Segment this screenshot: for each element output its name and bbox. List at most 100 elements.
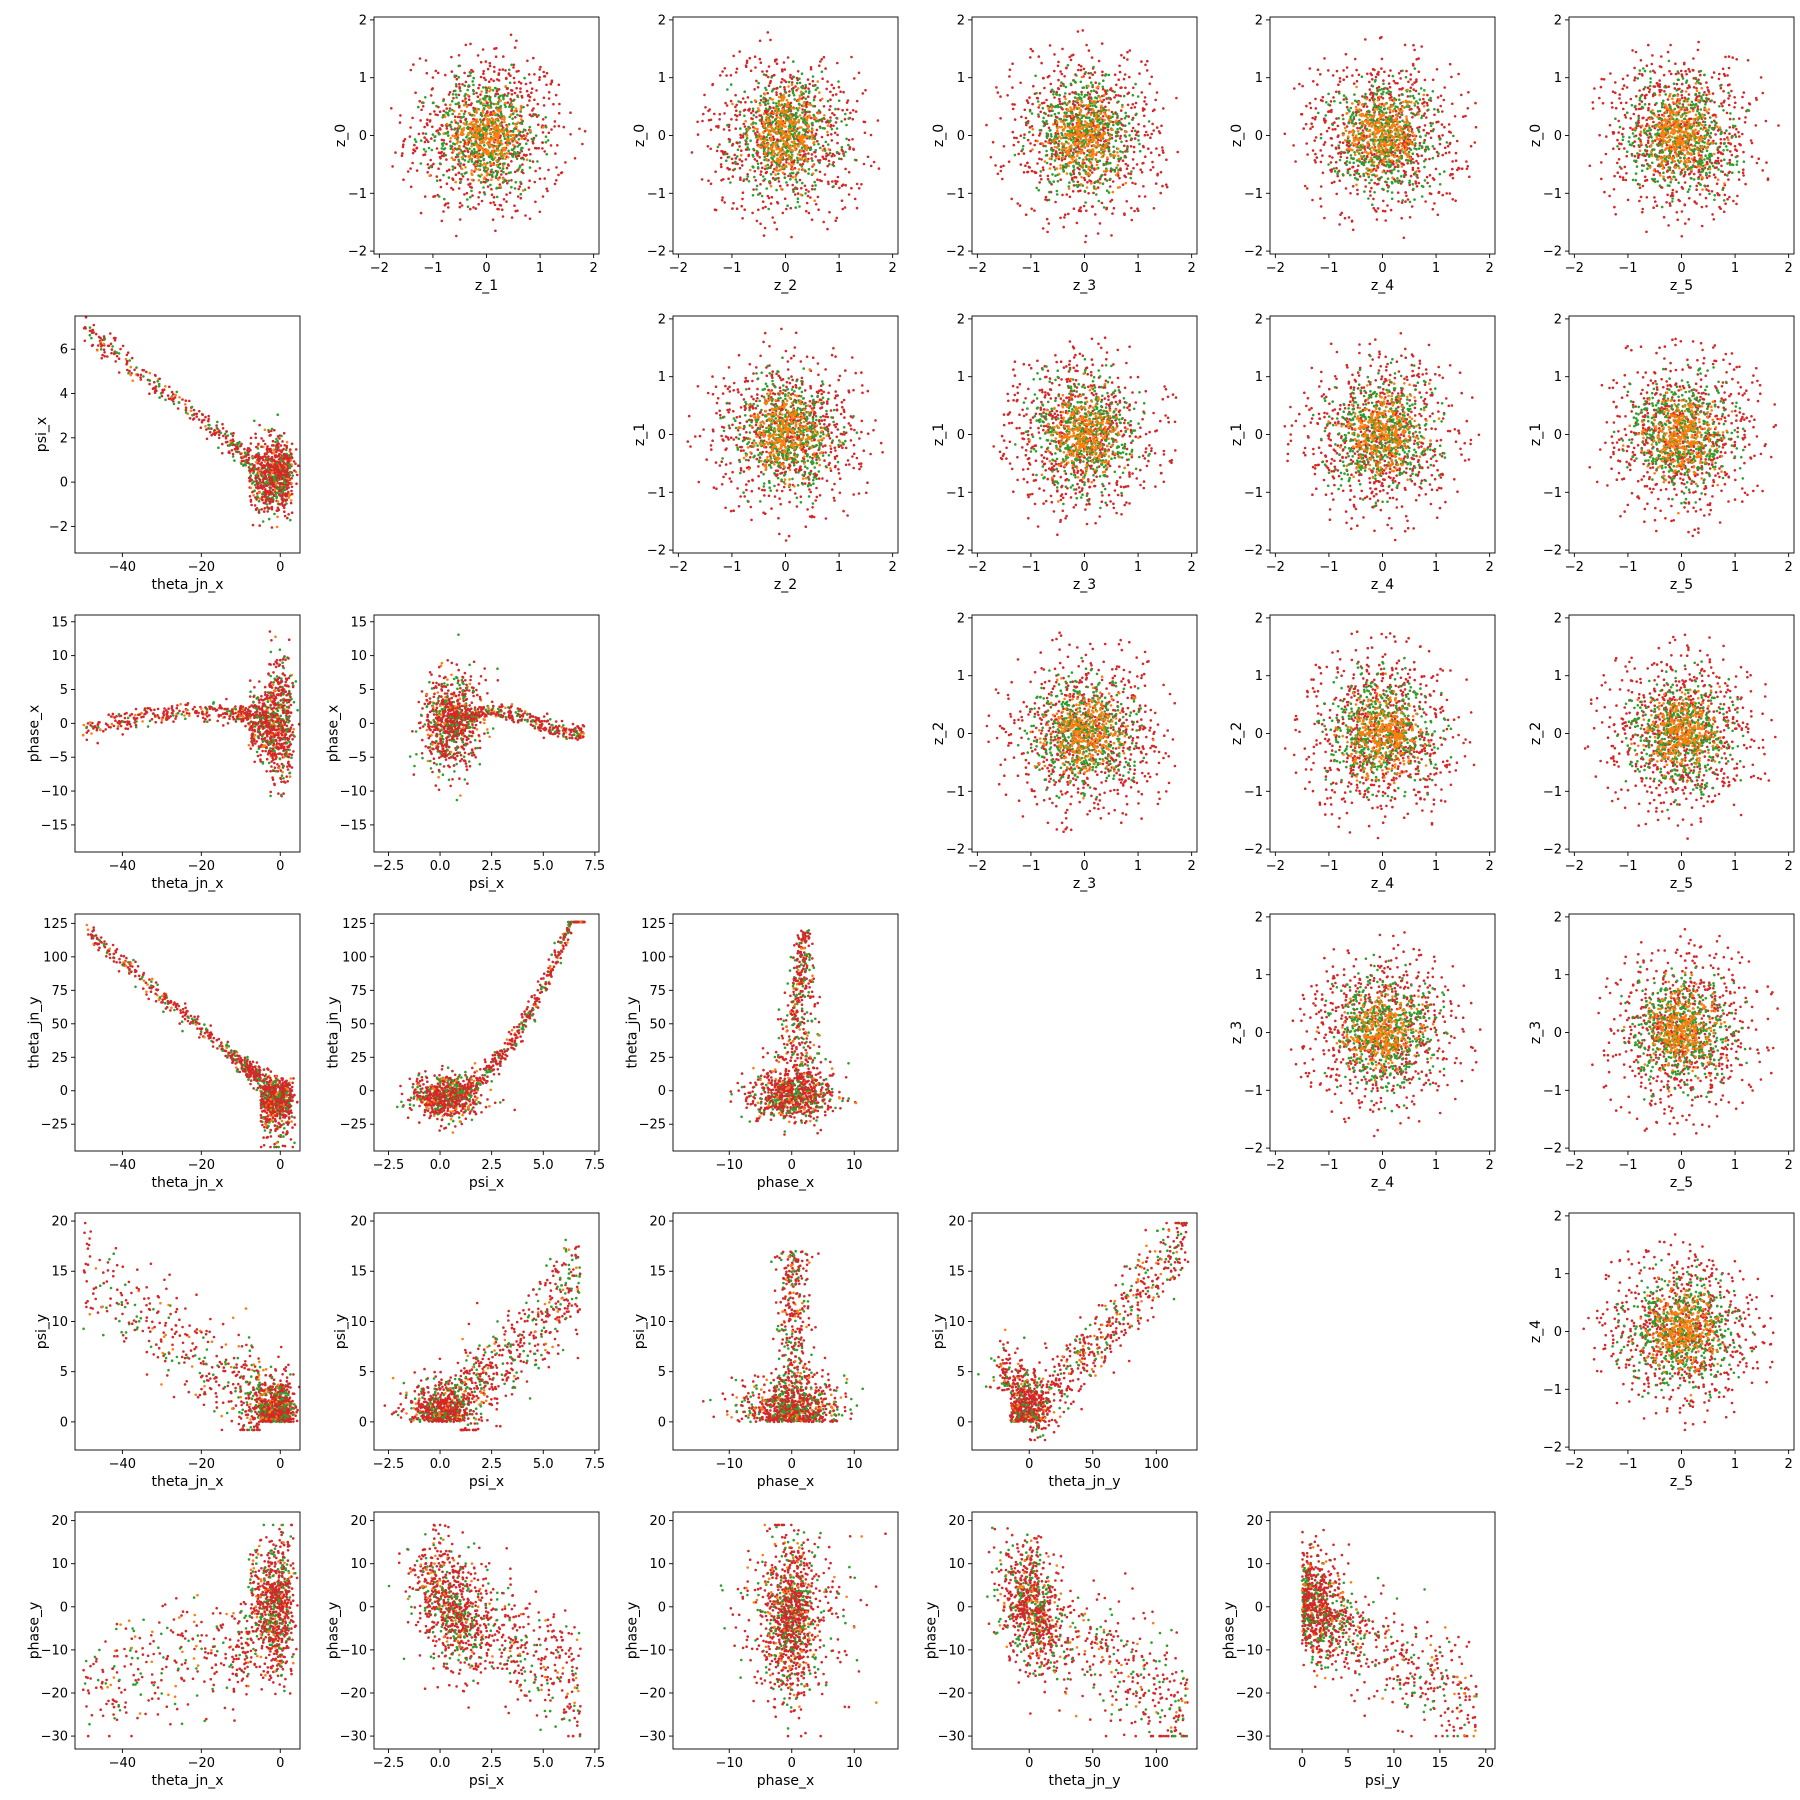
scatter-point — [796, 153, 800, 156]
scatter-point — [776, 110, 779, 114]
scatter-point — [1080, 93, 1083, 96]
scatter-point — [759, 173, 762, 176]
scatter-point — [1029, 142, 1032, 145]
scatter-point — [1321, 171, 1325, 175]
scatter-point — [466, 138, 470, 142]
scatter-points — [1283, 35, 1478, 240]
scatter-point — [507, 179, 511, 183]
scatter-point — [857, 187, 861, 190]
scatter-point — [790, 120, 794, 124]
scatter-point — [464, 166, 467, 169]
scatter-point — [1449, 174, 1452, 177]
scatter-point — [1314, 136, 1318, 139]
scatter-point — [789, 145, 792, 149]
scatter-point — [1036, 100, 1040, 103]
scatter-point — [783, 68, 787, 71]
scatter-point — [811, 187, 814, 191]
scatter-point — [1152, 207, 1156, 210]
scatter-point — [1055, 193, 1059, 196]
scatter-point — [1149, 136, 1152, 139]
y-axis-label: z_0 — [632, 124, 648, 147]
scatter-point — [531, 160, 535, 163]
scatter-point — [765, 158, 768, 161]
scatter-point — [822, 55, 826, 59]
scatter-point — [831, 93, 835, 97]
scatter-point — [401, 152, 404, 155]
scatter-point — [1131, 158, 1135, 161]
scatter-point — [790, 129, 794, 133]
scatter-point — [1044, 198, 1047, 201]
scatter-point — [460, 172, 464, 176]
scatter-point — [816, 80, 820, 83]
scatter-point — [1108, 120, 1112, 124]
scatter-point — [1154, 182, 1158, 185]
scatter-point — [814, 120, 818, 123]
scatter-point — [781, 166, 784, 170]
scatter-point — [1072, 108, 1076, 111]
scatter-point — [1400, 87, 1403, 91]
scatter-point — [829, 125, 832, 128]
scatter-point — [1090, 56, 1094, 59]
scatter-point — [543, 150, 546, 153]
scatter-point — [463, 84, 467, 87]
scatter-point — [1057, 157, 1061, 161]
scatter-point — [830, 133, 833, 136]
scatter-point — [1105, 179, 1109, 182]
scatter-point — [760, 115, 764, 119]
scatter-point — [734, 93, 737, 97]
scatter-point — [465, 105, 469, 108]
scatter-point — [458, 205, 462, 209]
scatter-point — [755, 149, 759, 153]
scatter-point — [555, 179, 558, 182]
scatter-point — [775, 87, 778, 90]
scatter-point — [781, 124, 785, 128]
scatter-point — [1345, 75, 1349, 78]
scatter-point — [1067, 161, 1070, 165]
scatter-point — [1055, 167, 1059, 170]
scatter-point — [520, 96, 524, 99]
scatter-point — [770, 136, 773, 140]
scatter-point — [1108, 134, 1112, 137]
scatter-point — [739, 133, 742, 137]
scatter-point — [1385, 183, 1389, 187]
scatter-point — [1101, 182, 1105, 185]
scatter-point — [1051, 109, 1054, 113]
scatter-point — [1084, 234, 1088, 238]
scatter-point — [730, 157, 734, 161]
scatter-point — [1394, 109, 1398, 113]
scatter-point — [847, 138, 851, 142]
scatter-point — [1066, 63, 1070, 67]
scatter-point — [482, 124, 486, 127]
scatter-point — [1335, 69, 1339, 73]
scatter-point — [1305, 187, 1309, 190]
scatter-point — [775, 93, 778, 97]
scatter-point — [467, 160, 470, 163]
scatter-point — [1078, 133, 1082, 136]
scatter-point — [857, 71, 861, 75]
scatter-point — [457, 64, 461, 68]
scatter-point — [832, 161, 835, 164]
scatter-point — [512, 147, 516, 150]
scatter-point — [501, 177, 505, 180]
scatter-point — [753, 99, 757, 102]
scatter-point — [495, 102, 498, 106]
scatter-point — [1382, 79, 1385, 82]
scatter-point — [1073, 96, 1077, 99]
scatter-point — [817, 109, 821, 112]
scatter-point — [1125, 167, 1129, 170]
scatter-point — [488, 61, 492, 65]
scatter-point — [812, 84, 816, 88]
scatter-point — [487, 106, 491, 110]
scatter-point — [431, 101, 435, 105]
scatter-point — [780, 130, 784, 133]
scatter-point — [841, 108, 844, 112]
scatter-point — [454, 93, 458, 96]
scatter-point — [1323, 216, 1326, 220]
scatter-point — [498, 94, 502, 98]
scatter-point — [1039, 170, 1043, 173]
scatter-point — [1124, 181, 1128, 185]
scatter-point — [459, 162, 463, 165]
scatter-point — [429, 165, 432, 168]
scatter-point — [1080, 75, 1084, 79]
